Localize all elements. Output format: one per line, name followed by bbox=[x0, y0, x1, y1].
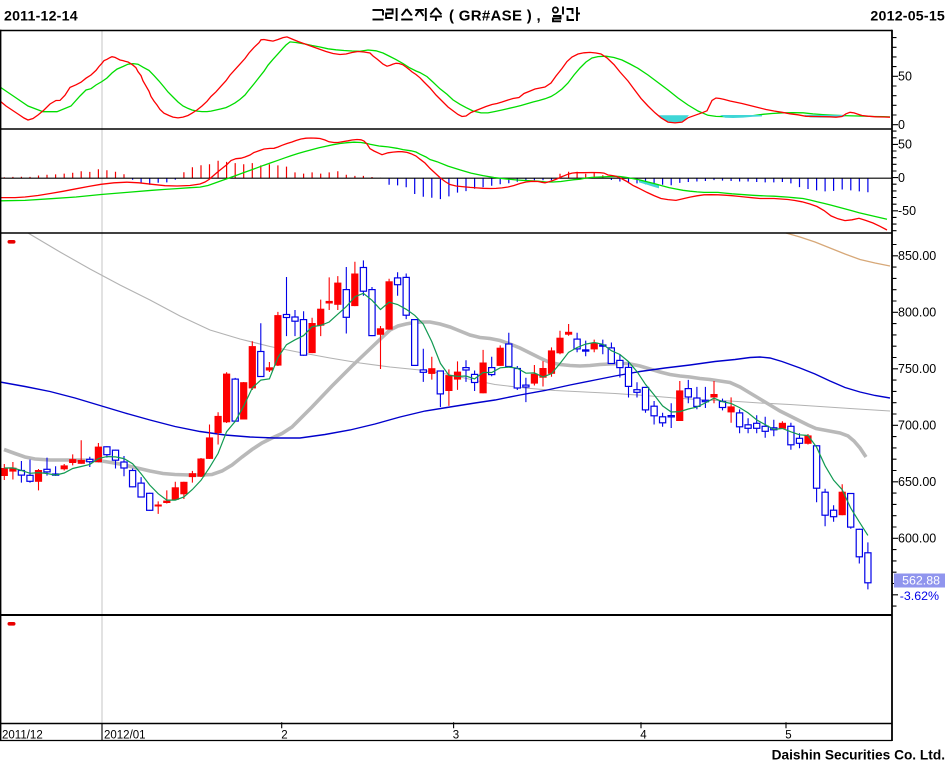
svg-text:800.00: 800.00 bbox=[898, 306, 936, 320]
svg-text:( GR#ASE ) ,: ( GR#ASE ) , bbox=[449, 8, 541, 25]
svg-text:3: 3 bbox=[453, 730, 459, 742]
svg-text:0: 0 bbox=[898, 171, 905, 185]
svg-text:-3.62%: -3.62% bbox=[900, 589, 939, 603]
svg-text:0: 0 bbox=[898, 118, 905, 132]
svg-text:700.00: 700.00 bbox=[898, 419, 936, 433]
svg-text:Daishin Securities Co. Ltd.: Daishin Securities Co. Ltd. bbox=[772, 748, 945, 763]
svg-text:2: 2 bbox=[281, 730, 287, 742]
svg-text:5: 5 bbox=[785, 730, 791, 742]
svg-text:2012/01: 2012/01 bbox=[104, 730, 146, 742]
svg-text:2011-12-14: 2011-12-14 bbox=[4, 9, 78, 25]
svg-text:562.88: 562.88 bbox=[902, 574, 940, 588]
svg-text:850.00: 850.00 bbox=[898, 249, 936, 263]
svg-text:4: 4 bbox=[640, 730, 647, 742]
svg-text:2011/12: 2011/12 bbox=[2, 730, 43, 742]
svg-text:750.00: 750.00 bbox=[898, 362, 936, 376]
svg-text:650.00: 650.00 bbox=[898, 475, 936, 489]
svg-text:-50: -50 bbox=[898, 204, 916, 218]
svg-text:600.00: 600.00 bbox=[898, 532, 936, 546]
svg-text:50: 50 bbox=[898, 138, 912, 152]
svg-text:50: 50 bbox=[898, 70, 912, 84]
svg-text:2012-05-15: 2012-05-15 bbox=[870, 9, 945, 25]
